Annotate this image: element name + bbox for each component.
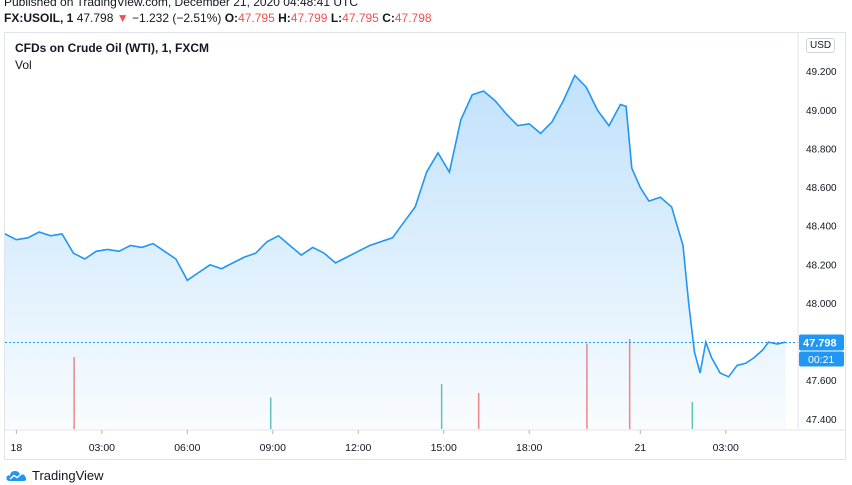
symbol-label: FX:USOIL, 1 [4,11,74,25]
x-tick-label-6: 18:00 [516,442,542,454]
high-label: H: [278,11,291,25]
last-price-tag-label: 47.798 [803,337,837,349]
x-tick-label-5: 15:00 [431,442,457,454]
close-label: C: [382,11,395,25]
y-tick-label-6: 48.200 [806,260,837,271]
y-tick-label-3: 48.800 [806,144,837,155]
x-tick-label-0: 18 [11,442,23,454]
price-change: −1.232 (−2.51%) [131,11,222,25]
quote-line: FX:USOIL, 1 47.798 ▼ −1.232 (−2.51%) O:4… [4,11,432,25]
open-value: 47.795 [238,11,275,25]
currency-button[interactable]: USD [806,38,836,53]
price-line [4,74,786,378]
countdown-tag-label: 00:21 [808,354,834,366]
x-tick-label-3: 09:00 [260,442,286,454]
y-tick-label-5: 48.400 [806,222,837,233]
low-value: 47.795 [342,11,379,25]
x-tick-label-1: 03:00 [89,442,115,454]
chart-frame [4,32,846,460]
price-area [5,75,786,429]
x-tick-label-8: 03:00 [713,442,739,454]
down-arrow-icon: ▼ [116,11,129,25]
last-price: 47.798 [76,11,114,25]
tradingview-logo[interactable]: TradingView [6,468,104,483]
open-label: O: [224,11,239,25]
y-tick-label-1: 49.200 [806,67,837,78]
brand-label: TradingView [32,468,104,483]
y-tick-label-9: 47.400 [806,415,837,426]
last-price-tag [799,334,844,351]
y-tick-label-4: 48.600 [806,183,837,194]
tradingview-cloud-icon [6,470,27,481]
x-tick-label-2: 06:00 [174,442,200,454]
y-tick-label-8: 47.600 [806,376,837,387]
published-caption: Published on TradingView.com, December 2… [4,0,358,9]
close-value: 47.798 [394,11,432,25]
x-tick-label-7: 21 [634,442,646,454]
low-label: L: [330,11,343,25]
high-value: 47.799 [290,11,328,25]
y-tick-label-2: 49.000 [806,106,837,117]
volume-legend: Vol [15,58,32,72]
countdown-tag [799,351,844,367]
chart-legend-title: CFDs on Crude Oil (WTI), 1, FXCM [15,41,209,55]
x-tick-label-4: 12:00 [345,442,371,454]
y-tick-label-7: 48.000 [806,299,837,310]
